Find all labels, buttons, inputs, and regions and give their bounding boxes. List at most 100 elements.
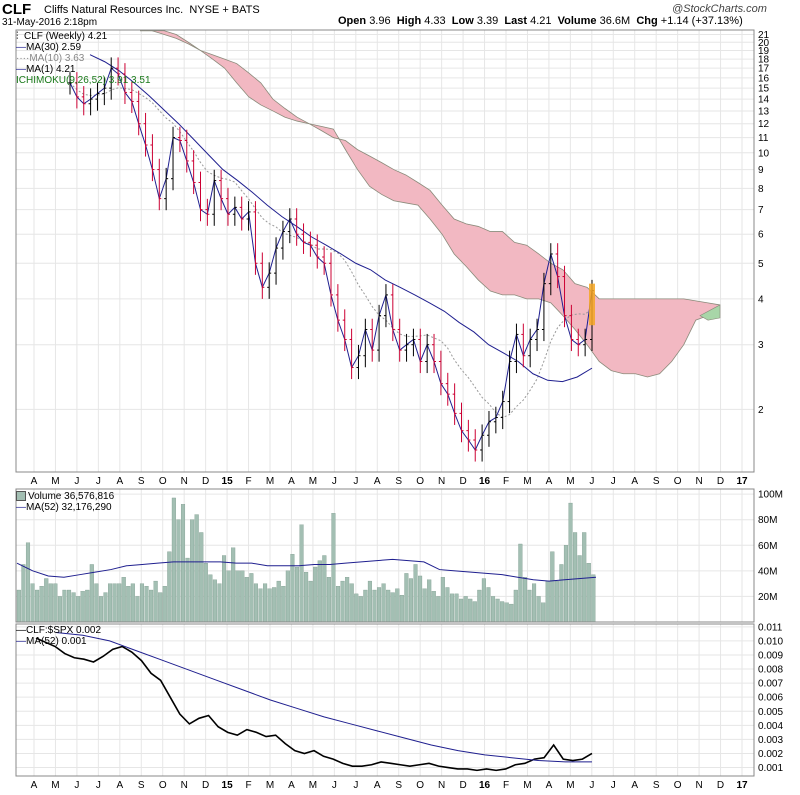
y-tick-label: 0.004	[758, 721, 783, 732]
legend-ma10: ····MA(10) 3.63	[16, 53, 85, 64]
open-value: 3.96	[369, 15, 391, 27]
y-tick-label: 100M	[758, 490, 783, 501]
ichimoku-cloud	[140, 30, 721, 378]
x-tick-label: N	[181, 780, 188, 791]
chart-header: CLF Cliffs Natural Resources Inc. NYSE +…	[0, 0, 800, 30]
last-label: Last	[504, 15, 528, 27]
volume-layer	[16, 497, 597, 623]
volume-bar	[522, 577, 527, 623]
volume-bar	[463, 596, 468, 623]
volume-bar	[481, 578, 486, 623]
x-tick-label: S	[138, 476, 145, 487]
volume-bar	[16, 589, 21, 623]
volume-bar	[276, 580, 281, 623]
y-tick-label: 0.009	[758, 650, 783, 661]
y-tick-label: 0.002	[758, 749, 783, 760]
volume-bar	[212, 579, 217, 623]
volume-bar	[326, 577, 331, 623]
x-tick-label: A	[116, 780, 123, 791]
x-tick-label: 17	[736, 476, 748, 487]
cloud-span-a	[140, 30, 721, 306]
volume-bar	[48, 583, 53, 623]
volume-bar	[222, 555, 227, 623]
x-tick-label: M	[266, 476, 274, 487]
cloud-bullish	[699, 304, 721, 321]
x-tick-label: O	[416, 476, 424, 487]
volume-bar	[472, 601, 477, 623]
legend-ratio-ma: —MA(52) 0.001	[16, 636, 87, 647]
x-tick-label: A	[546, 780, 553, 791]
y-tick-label: 13	[758, 106, 770, 117]
volume-bar	[454, 593, 459, 623]
volume-bar	[349, 583, 354, 623]
volume-value: 36.6M	[599, 15, 631, 27]
x-tick-label: M	[266, 780, 274, 791]
volume-bar	[80, 591, 85, 623]
volume-bar	[299, 524, 304, 623]
x-tick-label: J	[96, 476, 101, 487]
y-tick-label: 0.010	[758, 636, 783, 647]
volume-bar	[509, 603, 514, 623]
volume-bar	[577, 555, 582, 623]
x-tick-label: A	[288, 476, 295, 487]
price-legend: ⫶ CLF (Weekly) 4.21 —MA(30) 2.59 ····MA(1…	[16, 31, 151, 86]
ratio-legend: —CLF:$SPX 0.002 —MA(52) 0.001	[16, 625, 101, 647]
volume-bar	[568, 502, 573, 623]
volume-bar	[130, 583, 135, 623]
x-tick-label: D	[202, 780, 209, 791]
chg-value: +1.14 (+37.13%)	[660, 15, 743, 27]
volume-bar	[408, 578, 413, 623]
volume-bar	[500, 601, 505, 623]
x-tick-label: 17	[736, 780, 748, 791]
x-tick-label: M	[523, 780, 531, 791]
x-tick-label: S	[653, 780, 660, 791]
volume-bar	[591, 574, 596, 623]
y-tick-label: 3	[758, 340, 764, 351]
volume-bar	[431, 591, 436, 623]
volume-bar	[66, 589, 72, 623]
x-tick-label: F	[503, 780, 509, 791]
exchange-name: NYSE + BATS	[189, 4, 260, 16]
volume-bar	[199, 532, 204, 623]
volume-bar	[171, 497, 176, 623]
x-tick-label: J	[353, 476, 358, 487]
volume-bar	[253, 583, 258, 623]
volume-bar	[203, 563, 208, 623]
volume-bar	[440, 577, 445, 623]
volume-bar	[267, 588, 272, 623]
x-tick-label: S	[395, 476, 402, 487]
volume-bar	[308, 580, 313, 623]
y-tick-label: 0.003	[758, 735, 783, 746]
volume-ma-line	[16, 558, 597, 582]
y-tick-label: 5	[758, 259, 764, 270]
volume-bar	[103, 592, 108, 623]
volume-bar	[244, 577, 249, 623]
y-tick-label: 20	[758, 38, 770, 49]
x-tick-label: M	[523, 476, 531, 487]
x-tick-label: M	[309, 476, 317, 487]
volume-bar	[35, 589, 40, 623]
volume-bar	[436, 596, 441, 623]
volume-bar	[249, 573, 254, 623]
brand-logo: @StockCharts.com	[672, 3, 767, 15]
company-name: Cliffs Natural Resources Inc. NYSE + BAT…	[44, 4, 260, 16]
x-tick-label: D	[459, 780, 466, 791]
panel-frame	[15, 29, 755, 473]
volume-bar	[226, 570, 231, 623]
volume-bar	[513, 589, 518, 623]
volume-bar	[345, 577, 350, 623]
x-tick-label: S	[653, 476, 660, 487]
volume-bar	[76, 596, 81, 623]
low-value: 3.39	[476, 15, 499, 27]
ratio-layer	[35, 631, 593, 772]
volume-bar	[418, 575, 423, 623]
volume-bar	[263, 583, 268, 623]
x-tick-label: 15	[222, 780, 234, 791]
volume-label: Volume	[557, 15, 597, 27]
y-tick-label: 80M	[758, 515, 777, 526]
volume-bar	[176, 519, 181, 623]
x-tick-label: A	[374, 476, 381, 487]
volume-bar	[386, 589, 391, 623]
volume-bar	[235, 570, 240, 623]
